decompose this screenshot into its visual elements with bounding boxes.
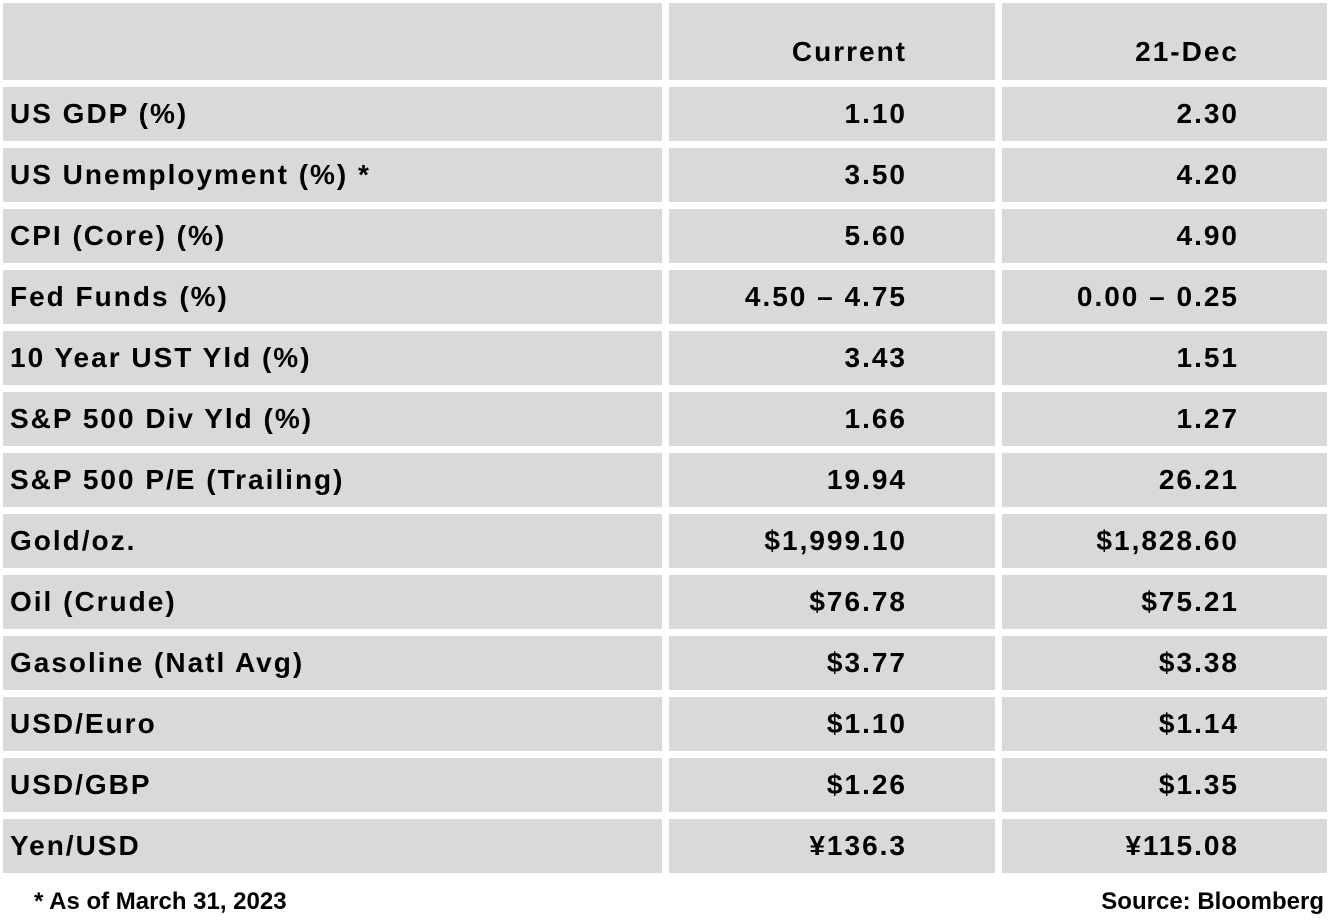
row-current-value: $1,999.10 <box>669 514 995 568</box>
table-header-row: Current 21-Dec <box>3 3 1327 80</box>
row-dec-value: 4.20 <box>1002 148 1327 202</box>
footnote: * As of March 31, 2023 <box>34 888 287 915</box>
row-label: US GDP (%) <box>3 87 662 141</box>
source-credit: Source: Bloomberg <box>1101 888 1324 915</box>
table-row: USD/Euro $1.10 $1.14 <box>3 697 1327 751</box>
table-row: Gold/oz. $1,999.10 $1,828.60 <box>3 514 1327 568</box>
row-label: US Unemployment (%) * <box>3 148 662 202</box>
row-current-value: 3.43 <box>669 331 995 385</box>
row-label: Fed Funds (%) <box>3 270 662 324</box>
row-label: S&P 500 P/E (Trailing) <box>3 453 662 507</box>
row-label: Oil (Crude) <box>3 575 662 629</box>
row-dec-value: 2.30 <box>1002 87 1327 141</box>
row-dec-value: 1.51 <box>1002 331 1327 385</box>
row-dec-value: 1.27 <box>1002 392 1327 446</box>
table-row: S&P 500 Div Yld (%) 1.66 1.27 <box>3 392 1327 446</box>
row-dec-value: 0.00 – 0.25 <box>1002 270 1327 324</box>
header-dec: 21-Dec <box>1002 3 1327 80</box>
row-label: USD/GBP <box>3 758 662 812</box>
table-row: Fed Funds (%) 4.50 – 4.75 0.00 – 0.25 <box>3 270 1327 324</box>
table-row: Gasoline (Natl Avg) $3.77 $3.38 <box>3 636 1327 690</box>
row-label: 10 Year UST Yld (%) <box>3 331 662 385</box>
row-current-value: $1.10 <box>669 697 995 751</box>
row-label: USD/Euro <box>3 697 662 751</box>
row-dec-value: $1.14 <box>1002 697 1327 751</box>
header-current: Current <box>669 3 995 80</box>
row-dec-value: ¥115.08 <box>1002 819 1327 873</box>
row-label: Yen/USD <box>3 819 662 873</box>
row-current-value: $1.26 <box>669 758 995 812</box>
row-dec-value: $1.35 <box>1002 758 1327 812</box>
table-row: US GDP (%) 1.10 2.30 <box>3 87 1327 141</box>
table-footer: * As of March 31, 2023 Source: Bloomberg <box>0 886 1330 920</box>
row-label: Gold/oz. <box>3 514 662 568</box>
table-row: USD/GBP $1.26 $1.35 <box>3 758 1327 812</box>
table-row: 10 Year UST Yld (%) 3.43 1.51 <box>3 331 1327 385</box>
table-row: S&P 500 P/E (Trailing) 19.94 26.21 <box>3 453 1327 507</box>
table-row: CPI (Core) (%) 5.60 4.90 <box>3 209 1327 263</box>
row-current-value: 3.50 <box>669 148 995 202</box>
row-dec-value: $3.38 <box>1002 636 1327 690</box>
row-current-value: $3.77 <box>669 636 995 690</box>
row-dec-value: $75.21 <box>1002 575 1327 629</box>
row-label: S&P 500 Div Yld (%) <box>3 392 662 446</box>
row-current-value: 4.50 – 4.75 <box>669 270 995 324</box>
row-current-value: ¥136.3 <box>669 819 995 873</box>
header-label-cell <box>3 3 662 80</box>
table-row: US Unemployment (%) * 3.50 4.20 <box>3 148 1327 202</box>
row-current-value: 1.10 <box>669 87 995 141</box>
row-current-value: $76.78 <box>669 575 995 629</box>
table-row: Yen/USD ¥136.3 ¥115.08 <box>3 819 1327 873</box>
row-current-value: 1.66 <box>669 392 995 446</box>
row-dec-value: 4.90 <box>1002 209 1327 263</box>
economic-indicators-table: Current 21-Dec US GDP (%) 1.10 2.30 US U… <box>3 3 1327 880</box>
row-dec-value: 26.21 <box>1002 453 1327 507</box>
table-row: Oil (Crude) $76.78 $75.21 <box>3 575 1327 629</box>
row-current-value: 19.94 <box>669 453 995 507</box>
row-label: CPI (Core) (%) <box>3 209 662 263</box>
row-dec-value: $1,828.60 <box>1002 514 1327 568</box>
row-label: Gasoline (Natl Avg) <box>3 636 662 690</box>
row-current-value: 5.60 <box>669 209 995 263</box>
